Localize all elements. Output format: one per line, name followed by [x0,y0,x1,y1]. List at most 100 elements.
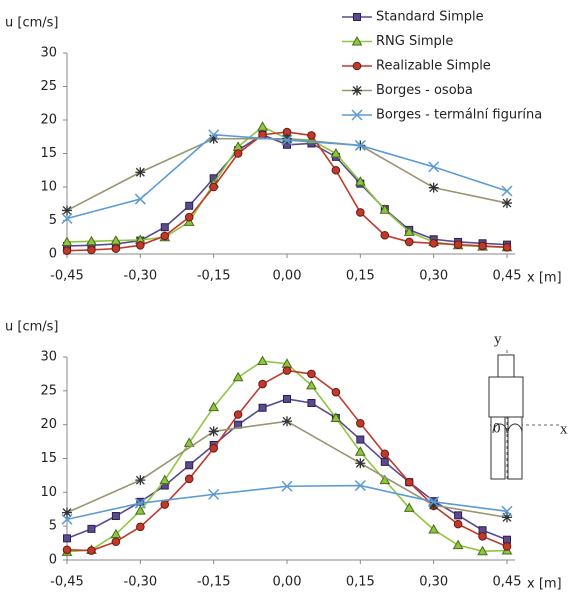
marker [257,355,268,366]
marker [62,205,72,216]
marker [282,133,292,144]
marker [330,147,342,158]
marker [379,204,391,214]
marker [283,394,291,403]
marker [478,532,487,541]
marker [331,165,341,175]
marker [501,185,513,197]
marker [136,522,145,532]
marker [428,524,440,534]
x-tick-label: -0,30 [124,575,158,590]
legend-label: Borges - osoba [376,83,473,98]
series-line [66,133,508,247]
marker [134,193,146,205]
marker [208,488,220,500]
x-tick-label: -0,15 [197,269,231,284]
legend-label: Borges - termální figurína [376,108,542,123]
diagram-seat [492,423,523,434]
marker [184,212,194,222]
diagram-y-label: y [494,331,502,347]
diagram-leg [490,416,506,480]
x-tick-label: 0,15 [346,575,375,590]
marker [354,446,366,456]
y-axis-label: u [cm/s] [5,320,58,335]
marker [233,410,243,419]
marker [428,500,439,511]
marker [428,496,440,508]
y-tick-label: 25 [40,79,57,94]
marker [404,237,414,247]
x-axis-label: x [m] [527,577,562,592]
y-tick-label: 10 [40,485,57,500]
diagram-torso [488,376,524,418]
marker [501,505,513,517]
marker [379,474,391,485]
marker [87,546,96,555]
x-tick-label: 0,45 [493,269,522,284]
marker [61,236,73,246]
marker [208,426,219,437]
marker [307,369,316,379]
marker [307,131,316,140]
marker [380,457,389,466]
x-tick-label: -0,15 [197,575,231,590]
marker [61,513,73,525]
marker [135,475,146,486]
marker [62,246,72,255]
marker [453,519,463,529]
marker [135,167,146,178]
marker [404,477,414,487]
y-tick-label: 30 [40,350,57,365]
marker [281,480,293,492]
x-tick-label: -0,30 [124,269,158,284]
marker [502,542,512,551]
x-tick-label: 0,30 [419,575,448,590]
marker [282,366,292,375]
marker [306,379,317,390]
marker [233,149,243,158]
marker [208,401,220,412]
marker [355,458,366,469]
x-axis-label: x [m] [527,271,562,286]
marker [502,198,512,209]
marker [403,226,415,236]
marker [452,539,464,550]
legend-marker [352,85,362,96]
marker [134,497,146,509]
marker [477,545,488,556]
series-line [66,137,508,212]
legend-marker [351,109,363,121]
marker [185,461,194,470]
marker [478,241,487,251]
diagram-leg [507,416,523,480]
marker [453,240,463,249]
body-diagram: y 0 x [488,331,568,480]
legend-marker [352,61,362,71]
series-line [66,484,508,521]
marker [354,176,366,186]
marker [354,139,366,151]
x-tick-label: -0,45 [50,269,84,284]
legend-marker [351,35,363,46]
marker [258,379,267,389]
marker [87,524,96,533]
marker [454,511,463,520]
y-tick-label: 5 [49,519,57,534]
marker [356,208,365,217]
series-line [66,131,508,252]
marker [86,235,97,246]
marker [183,437,195,447]
marker [429,238,438,248]
diagram-origin-label: 0 [493,420,501,436]
y-tick-label: 0 [49,553,57,568]
x-tick-label: -0,45 [50,575,84,590]
marker [257,121,268,131]
marker [208,133,219,144]
marker [61,212,73,225]
legend-marker [353,13,361,21]
marker [160,231,170,241]
marker [403,502,415,512]
marker [159,474,171,485]
marker [209,182,218,192]
marker [282,416,292,427]
